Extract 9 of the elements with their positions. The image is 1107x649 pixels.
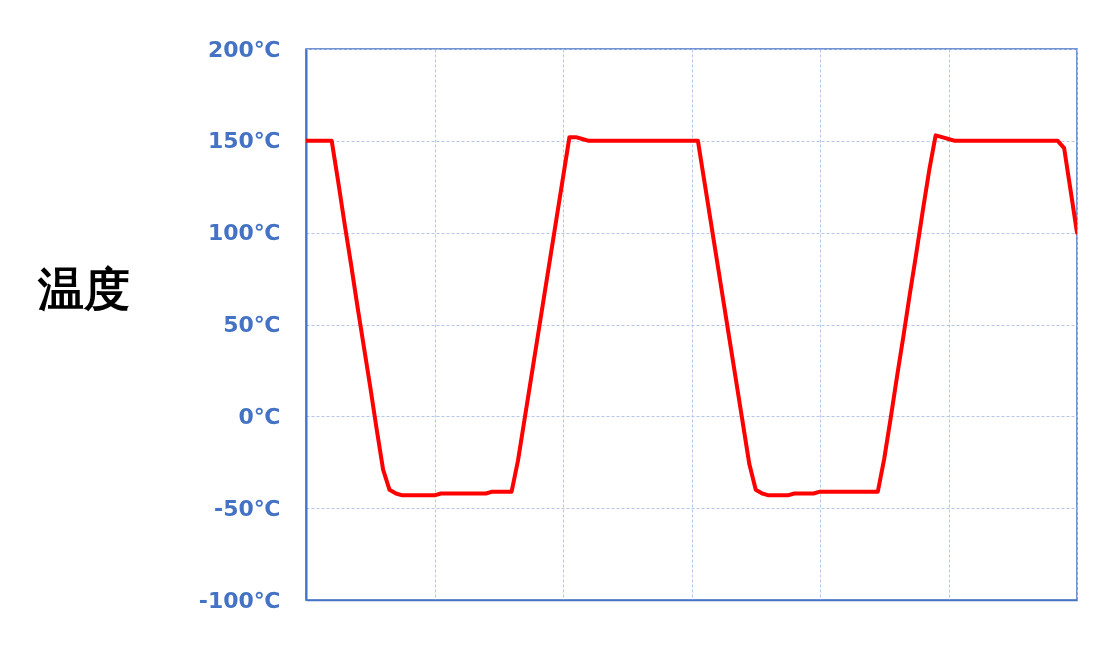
y-tick-label: 50℃ [223, 312, 281, 337]
line-series [306, 133, 1077, 498]
y-axis-title: 温度 [36, 261, 130, 316]
y-tick-label: -100℃ [198, 587, 281, 613]
y-tick-label: 150℃ [207, 128, 281, 154]
y-tick-label: 200℃ [207, 36, 281, 62]
y-tick-label: -50℃ [214, 495, 281, 521]
y-tick-label: 100℃ [207, 220, 281, 246]
y-tick-label: 0℃ [238, 403, 281, 429]
